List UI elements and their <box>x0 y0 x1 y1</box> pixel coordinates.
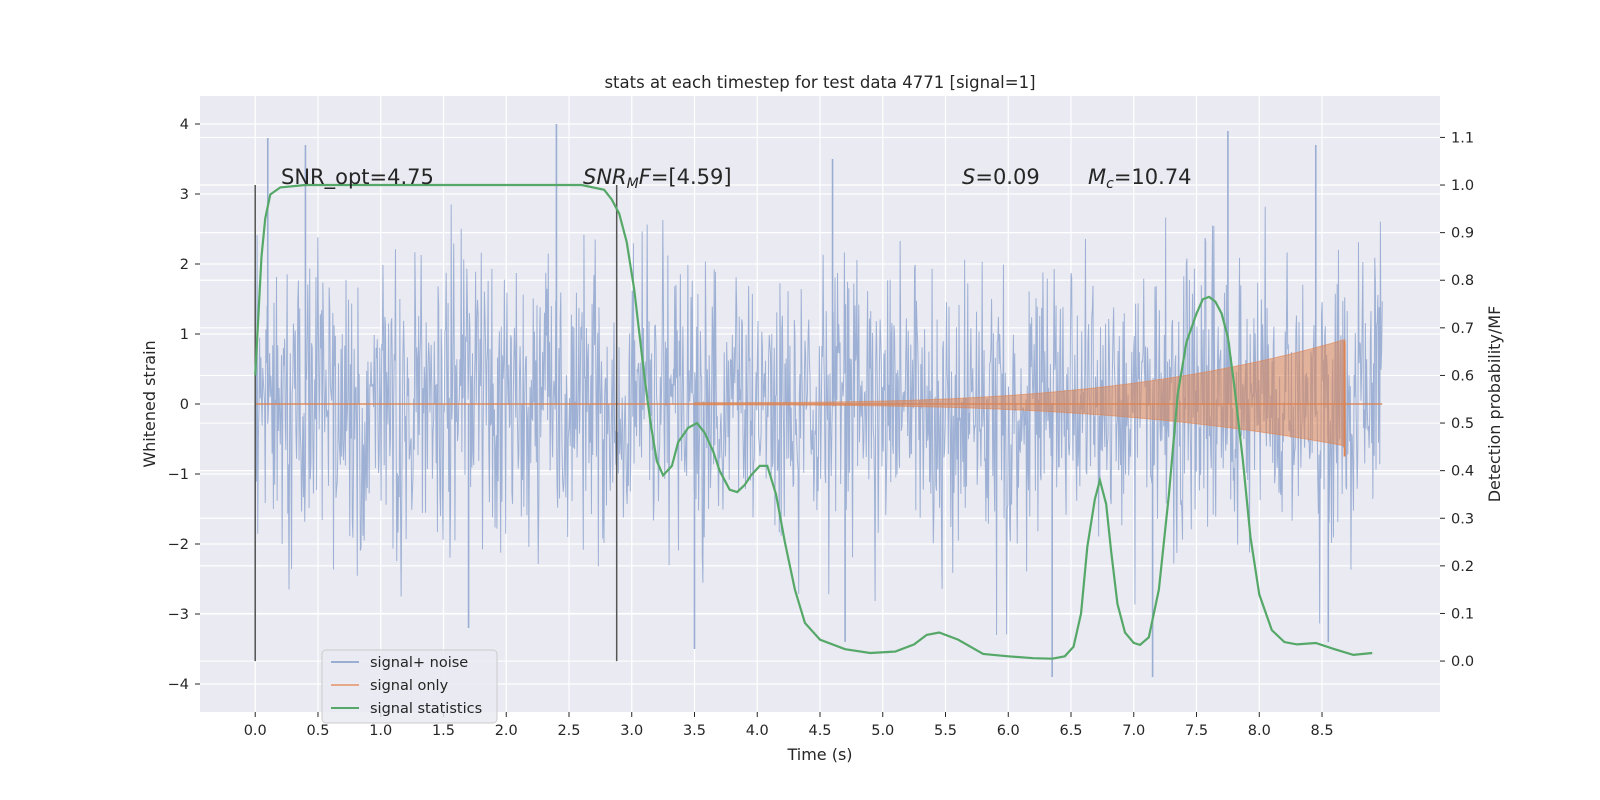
vertical-markers <box>254 185 618 662</box>
y2-tick-label: 1.1 <box>1451 130 1474 146</box>
y2-tick-label: 0.1 <box>1451 606 1474 622</box>
y2-tick-label: 0.5 <box>1451 416 1474 432</box>
y-tick-label: −1 <box>168 467 189 483</box>
y2-tick-label: 0.7 <box>1451 321 1474 337</box>
y2-axis-label: Detection probability/MF <box>1485 306 1504 503</box>
y2-tick-label: 1.0 <box>1451 178 1474 194</box>
y-tick-label: 2 <box>180 257 189 273</box>
series-signal-statistics <box>254 183 1373 660</box>
snr-mf-tail: F <box>639 165 652 189</box>
y2-tick-label: 0.2 <box>1451 559 1474 575</box>
legend-box <box>321 649 498 724</box>
mc-value: =10.74 <box>1114 165 1192 189</box>
snr-mf-subscript: M <box>627 176 639 192</box>
x-tick-label: 8.0 <box>1248 723 1271 739</box>
x-tick-label: 1.5 <box>432 723 455 739</box>
x-tick-label: 3.0 <box>620 723 643 739</box>
mc-subscript: c <box>1106 176 1114 192</box>
x-tick-label: 3.5 <box>683 723 706 739</box>
mc-symbol: M <box>1088 165 1106 189</box>
noise-trace <box>254 204 1383 636</box>
annotation-mc: Mc=10.74 <box>1088 165 1192 192</box>
legend-label-signal-statistics: signal statistics <box>370 701 482 717</box>
x-tick-label: 4.0 <box>746 723 769 739</box>
y-tick-label: 0 <box>180 397 189 413</box>
y-tick-label: −4 <box>168 677 189 693</box>
x-axis-label: Time (s) <box>786 745 852 764</box>
x-tick-label: 2.0 <box>495 723 518 739</box>
y2-tick-label: 0.6 <box>1451 368 1474 384</box>
y-tick-label: 3 <box>180 187 189 203</box>
y-tick-label: 4 <box>180 117 189 133</box>
x-tick-label: 2.5 <box>557 723 580 739</box>
snr-mf-symbol: SNR <box>583 165 627 189</box>
s-symbol: S <box>962 165 975 189</box>
x-tick-label: 4.5 <box>808 723 831 739</box>
x-tick-label: 7.5 <box>1185 723 1208 739</box>
annotation-snr-opt: SNR_opt=4.75 <box>281 165 434 190</box>
annotation-snr-mf: SNRMF=[4.59] <box>583 165 732 192</box>
y-tick-label: −3 <box>168 607 189 623</box>
x-tick-label: 0.0 <box>244 723 267 739</box>
axis-ticks: 0.0 0.5 1.0 1.5 2.0 2.5 3.0 3.5 4.0 4.5 5.0 5.5 6.0 6… <box>168 117 1474 739</box>
x-tick-label: 8.5 <box>1310 723 1333 739</box>
y-tick-label: 1 <box>180 327 189 343</box>
series-signal-only <box>255 338 1383 457</box>
legend: signal+ noise signal only signal statist… <box>321 649 498 724</box>
y2-tick-label: 0.8 <box>1451 273 1474 289</box>
y-axis-label: Whitened strain <box>140 340 159 467</box>
annotation-s: S=0.09 <box>962 165 1040 189</box>
y-tick-label: −2 <box>168 537 189 553</box>
x-tick-label: 5.0 <box>871 723 894 739</box>
x-tick-label: 5.5 <box>934 723 957 739</box>
x-tick-label: 6.5 <box>1059 723 1082 739</box>
legend-label-signal-only: signal only <box>370 678 449 694</box>
y2-tick-label: 0.0 <box>1451 654 1474 670</box>
x-tick-label: 1.0 <box>369 723 392 739</box>
legend-label-signal-plus-noise: signal+ noise <box>370 655 468 671</box>
snr-mf-value: =[4.59] <box>651 165 732 189</box>
chart-title: stats at each timestep for test data 477… <box>604 73 1035 92</box>
x-tick-label: 6.0 <box>997 723 1020 739</box>
x-tick-label: 7.0 <box>1122 723 1145 739</box>
y2-tick-label: 0.9 <box>1451 226 1474 242</box>
y2-tick-label: 0.4 <box>1451 464 1474 480</box>
s-value: =0.09 <box>975 165 1039 189</box>
y2-tick-label: 0.3 <box>1451 511 1474 527</box>
statistics-line <box>254 183 1373 660</box>
x-tick-label: 0.5 <box>306 723 329 739</box>
